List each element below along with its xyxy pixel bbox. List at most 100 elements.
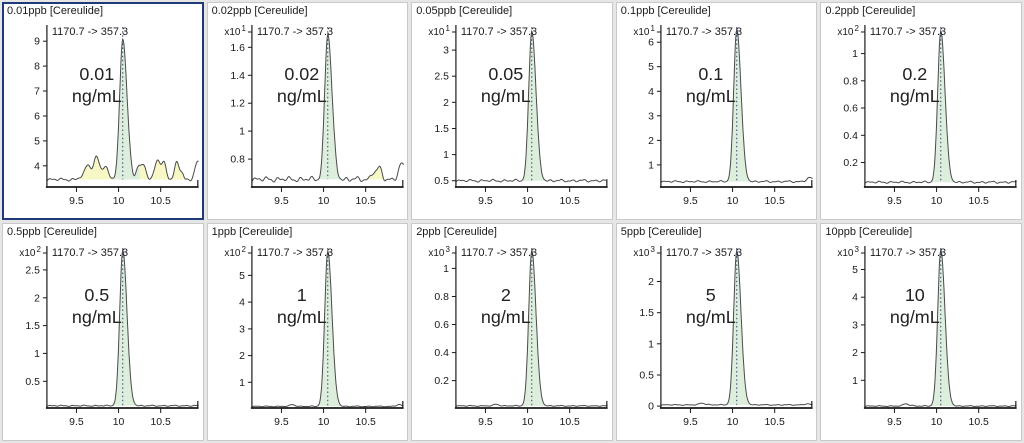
y-tick-label: 1.5	[435, 124, 450, 135]
x-tick-label: 9.5	[888, 196, 903, 207]
y-tick-label: 1.2	[230, 99, 245, 110]
y-tick-label: 0.2	[844, 158, 859, 169]
x-tick-label: 10.5	[764, 196, 785, 207]
x-tick-label: 9.5	[274, 417, 289, 428]
concentration-value: 0.05	[489, 64, 524, 84]
x-tick-label: 10	[113, 196, 125, 207]
y-tick-label: 0.5	[639, 370, 654, 381]
y-scale-label: x103	[838, 245, 860, 259]
chromatogram-panel-0.5ppb[interactable]: 0.5ppb [Cereulide] 0.5 1 1.5 2 2.5 x102 1170.7 …	[2, 223, 204, 441]
y-scale-label: x101	[633, 24, 655, 38]
peak-area-fill	[520, 250, 549, 406]
y-tick-label: 0.5	[435, 176, 450, 187]
signal-trace	[660, 27, 813, 184]
x-tick-label: 9.5	[478, 196, 493, 207]
peak-area-fill	[111, 250, 140, 406]
x-tick-label: 10.5	[560, 196, 581, 207]
panel-title: 1ppb [Cereulide]	[211, 226, 293, 238]
chromatogram-panel-1ppb[interactable]: 1ppb [Cereulide] 1 2 3 4 5 x102 1170.7 -> 357.3…	[206, 223, 409, 441]
chromatogram-panel-0.1ppb[interactable]: 0.1ppb [Cereulide] 1 2 3 4 5 6 x101 1170.7 -> 35…	[615, 2, 818, 220]
concentration-value: 0.2	[903, 64, 928, 84]
y-tick-label: 0.8	[844, 76, 859, 87]
noise-area-fill	[149, 160, 171, 180]
concentration-value: 5	[706, 285, 716, 305]
signal-trace	[660, 248, 813, 406]
y-tick-label: 0.8	[435, 292, 450, 303]
y-tick-label: 1	[443, 264, 449, 275]
transition-label: 1170.7 -> 357.3	[461, 247, 537, 259]
concentration-unit: ng/mL	[72, 86, 122, 106]
chromatogram-panel-10ppb[interactable]: 10ppb [Cereulide] 1 2 3 4 5 x103 1170.7 -> 357.…	[820, 223, 1022, 441]
y-tick-label: 0	[648, 402, 654, 413]
y-tick-label: 5	[34, 136, 40, 147]
x-tick-label: 9.5	[683, 196, 698, 207]
x-tick-label: 10	[522, 417, 534, 428]
y-scale-label: x102	[838, 24, 860, 38]
chromatogram-plot: 0.5 1 1.5 2 2.5 3 x101 1170.7 -> 357.3 0.05ng/mL…	[429, 24, 608, 207]
concentration-unit: ng/mL	[276, 307, 326, 327]
concentration-unit: ng/mL	[481, 307, 531, 327]
y-tick-label: 0.2	[435, 376, 450, 387]
y-tick-label: 0.6	[844, 103, 859, 114]
y-tick-label: 1.5	[639, 308, 654, 319]
transition-label: 1170.7 -> 357.3	[870, 26, 946, 38]
x-tick-label: 10	[522, 196, 534, 207]
peak-area-fill	[725, 29, 754, 182]
concentration-unit: ng/mL	[686, 86, 736, 106]
panel-title: 10ppb [Cereulide]	[825, 226, 913, 238]
peak-area-fill	[316, 251, 345, 407]
concentration-unit: ng/mL	[686, 307, 736, 327]
signal-trace	[455, 248, 608, 407]
chromatogram-panel-0.01ppb[interactable]: 0.01ppb [Cereulide] 4 5 6 7 8 9 1170.7 -> 357.3…	[2, 2, 204, 220]
peak-area-fill	[316, 34, 345, 181]
concentration-unit: ng/mL	[481, 86, 531, 106]
x-tick-label: 9.5	[478, 417, 493, 428]
chromatogram-panel-2ppb[interactable]: 2ppb [Cereulide] 0.2 0.4 0.6 0.8 1 x103 1170.7 …	[411, 223, 613, 441]
x-tick-label: 9.5	[69, 196, 84, 207]
signal-trace	[251, 249, 404, 408]
y-tick-label: 8	[34, 62, 40, 73]
concentration-value: 0.5	[84, 285, 109, 305]
peak-area-fill	[930, 30, 959, 183]
x-tick-label: 9.5	[888, 417, 903, 428]
signal-trace	[865, 247, 1018, 408]
x-tick-label: 10.5	[969, 196, 990, 207]
concentration-unit: ng/mL	[72, 307, 122, 327]
x-tick-label: 10	[113, 417, 125, 428]
peak-area-fill	[111, 39, 140, 180]
chromatogram-panel-0.02ppb[interactable]: 0.02ppb [Cereulide] 0.8 1 1.2 1.4 1.6 x101 1170…	[206, 2, 409, 220]
y-scale-label: x101	[429, 24, 451, 38]
transition-label: 1170.7 -> 357.3	[666, 247, 742, 259]
y-tick-label: 3	[239, 324, 245, 335]
y-tick-label: 0.4	[844, 131, 859, 142]
noise-area-fill	[170, 161, 186, 180]
y-tick-label: 1	[852, 49, 858, 60]
chromatogram-panel-0.2ppb[interactable]: 0.2ppb [Cereulide] 0.2 0.4 0.6 0.8 1 x102 1170.…	[820, 2, 1022, 220]
chromatogram-plot: 0 0.5 1 1.5 2 x103 1170.7 -> 357.3 5ng/mL 9.5 10 1…	[633, 245, 813, 428]
peak-area-fill	[725, 250, 754, 405]
x-tick-label: 10.5	[150, 196, 171, 207]
panel-title: 0.02ppb [Cereulide]	[211, 5, 308, 17]
x-tick-label: 10.5	[150, 417, 171, 428]
chromatogram-panel-0.05ppb[interactable]: 0.05ppb [Cereulide] 0.5 1 1.5 2 2.5 3 x101 1170.…	[411, 2, 613, 220]
transition-label: 1170.7 -> 357.3	[461, 26, 537, 38]
chromatogram-plot: 0.8 1 1.2 1.4 1.6 x101 1170.7 -> 357.3 0.02ng/m…	[224, 24, 404, 207]
y-scale-label: x102	[19, 245, 41, 259]
concentration-value: 1	[296, 285, 306, 305]
concentration-value: 10	[905, 285, 925, 305]
y-scale-label: x103	[633, 245, 655, 259]
x-tick-label: 10.5	[764, 417, 785, 428]
concentration-unit: ng/mL	[890, 307, 940, 327]
transition-label: 1170.7 -> 357.3	[870, 247, 946, 259]
y-tick-label: 1.6	[230, 43, 245, 54]
noise-area-fill	[74, 156, 117, 180]
x-tick-label: 10	[931, 196, 943, 207]
peak-area-fill	[930, 249, 959, 407]
noise-area-fill	[366, 166, 387, 181]
x-tick-label: 10.5	[969, 417, 990, 428]
chromatogram-panel-5ppb[interactable]: 5ppb [Cereulide] 0 0.5 1 1.5 2 x103 1170.7 -> 3…	[615, 223, 818, 441]
x-tick-label: 10	[317, 196, 329, 207]
x-tick-label: 10	[727, 196, 739, 207]
concentration-value: 0.01	[79, 64, 114, 84]
